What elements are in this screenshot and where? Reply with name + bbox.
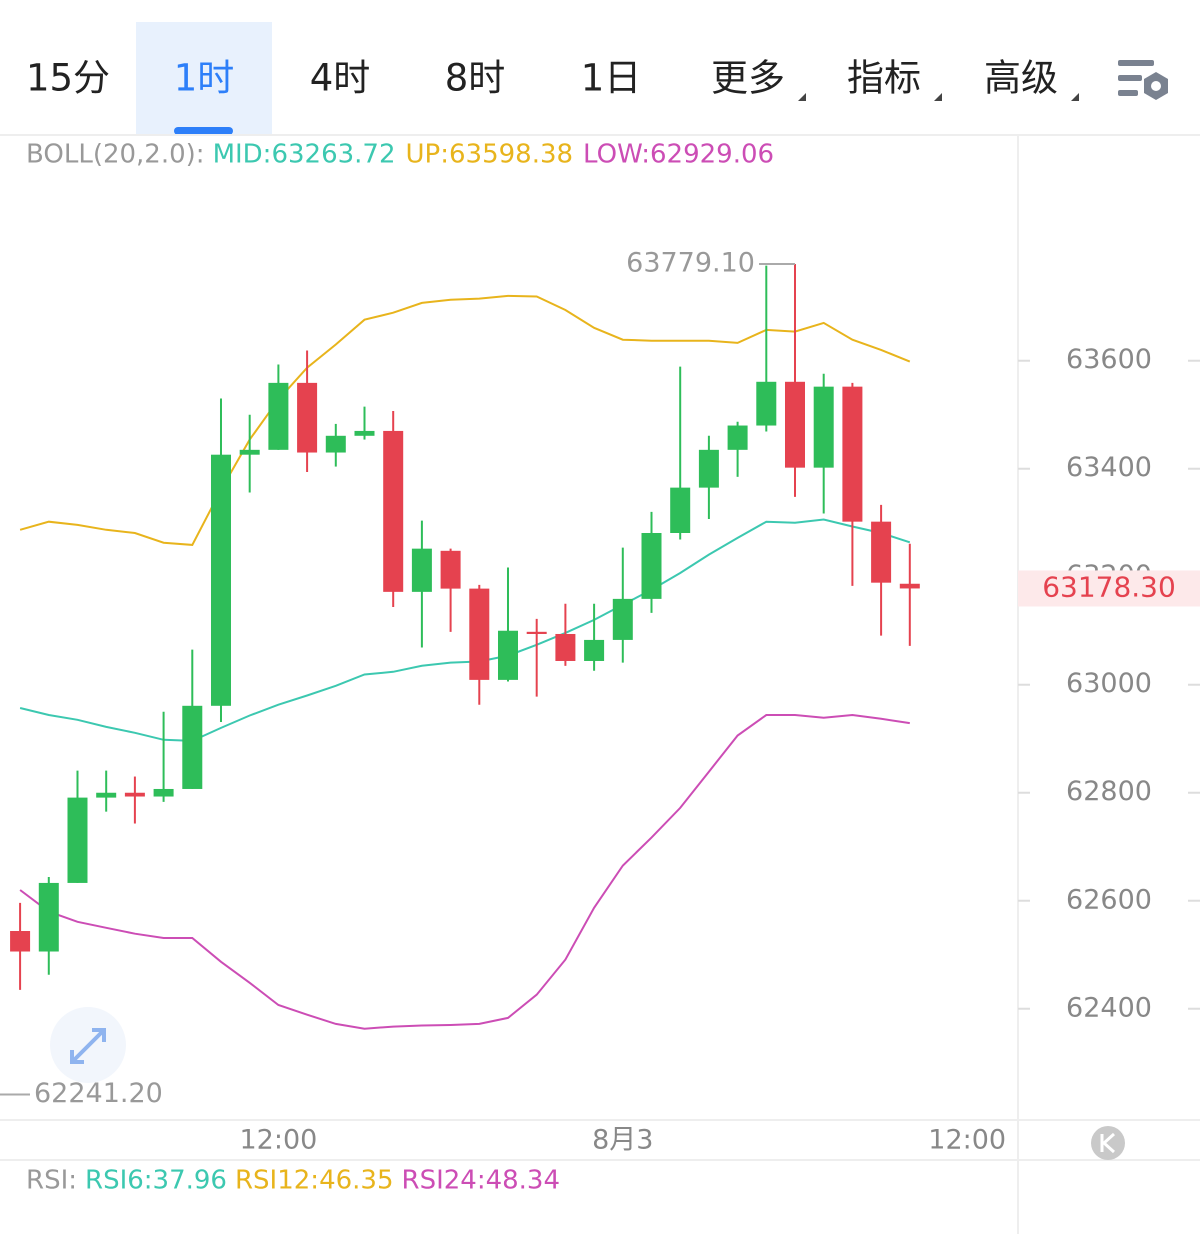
- tab[interactable]: 更多: [711, 57, 785, 100]
- candle-body: [698, 449, 719, 488]
- candle-body: [469, 588, 490, 680]
- tab[interactable]: 指标: [847, 57, 921, 100]
- y-tick-label: 63600: [1066, 344, 1152, 375]
- boll-line: [19, 294, 911, 546]
- candle-body: [670, 487, 691, 533]
- candle-body: [411, 548, 432, 592]
- x-tick-label: 12:00: [928, 1125, 1006, 1156]
- price-tag-label: 63178.30: [1042, 570, 1176, 603]
- candle-body: [239, 449, 260, 455]
- candle-body: [871, 521, 892, 583]
- legend-entry: UP:63598.38: [406, 140, 574, 170]
- dropdown-caret: [934, 93, 942, 101]
- k-button[interactable]: [1091, 1126, 1125, 1160]
- active-tab-bg: [136, 22, 272, 135]
- candle-body: [210, 454, 231, 706]
- expand-arrows: [70, 1028, 106, 1064]
- icon-gear-hole: [1151, 81, 1161, 91]
- candle-body: [96, 792, 117, 798]
- y-tick-label: 63400: [1066, 452, 1152, 483]
- rsi-entry: RSI12:46.35: [235, 1166, 394, 1196]
- tab[interactable]: 15分: [26, 57, 110, 100]
- candle-body: [842, 386, 863, 522]
- rsi-entry: RSI6:37.96: [85, 1166, 227, 1196]
- candle-body: [325, 435, 346, 453]
- indicator-name: BOLL(20,2.0):: [26, 140, 205, 170]
- high-label: 63779.10: [626, 248, 755, 279]
- rsi-name: RSI:: [26, 1166, 77, 1196]
- expand-button[interactable]: [50, 1007, 126, 1083]
- icon-bar: [1118, 90, 1138, 96]
- y-tick-label: 63000: [1066, 668, 1152, 699]
- icon-bar: [1118, 60, 1154, 66]
- candle-body: [899, 583, 920, 589]
- k-bg: [1091, 1126, 1125, 1160]
- candle-body: [813, 386, 834, 468]
- tab[interactable]: 1日: [581, 57, 642, 100]
- x-tick-label: 12:00: [239, 1125, 317, 1156]
- candle-body: [354, 430, 375, 436]
- rsi-entry: RSI24:48.34: [402, 1166, 561, 1196]
- y-tick-label: 62400: [1066, 992, 1152, 1023]
- price-tag: [1018, 570, 1200, 607]
- candle-body: [268, 382, 289, 450]
- candle-body: [10, 930, 31, 952]
- dropdown-caret: [798, 93, 806, 101]
- candle-body: [38, 882, 59, 952]
- settings-icon[interactable]: [1118, 60, 1168, 100]
- candle-body: [784, 381, 805, 468]
- icon-bar: [1118, 75, 1142, 81]
- candle-body: [497, 630, 518, 680]
- candle-body: [584, 639, 605, 661]
- candle-body: [440, 550, 461, 589]
- tab[interactable]: 1时: [174, 57, 235, 100]
- boll-line: [19, 713, 910, 1030]
- x-tick-label: 8月3: [592, 1125, 653, 1156]
- candle-body: [555, 633, 576, 661]
- y-tick-label: 62800: [1066, 776, 1152, 807]
- candle-body: [383, 430, 404, 592]
- legend-entry: MID:63263.72: [213, 140, 396, 170]
- candle-body: [641, 532, 662, 599]
- candle-body: [756, 381, 777, 426]
- boll-line: [19, 518, 911, 742]
- k-glyph: [1100, 1132, 1116, 1154]
- candle-body: [612, 598, 633, 640]
- tab[interactable]: 8时: [445, 57, 506, 100]
- tab[interactable]: 4时: [310, 57, 371, 100]
- dropdown-caret: [1071, 93, 1079, 101]
- low-label: 62241.20: [34, 1078, 163, 1109]
- active-tab-indicator: [174, 127, 233, 135]
- candle-body: [124, 792, 145, 797]
- y-tick-label: 62600: [1066, 884, 1152, 915]
- candle-body: [67, 797, 88, 883]
- tab[interactable]: 高级: [984, 57, 1058, 100]
- candle-body: [297, 382, 318, 453]
- candle-body: [153, 788, 174, 797]
- legend-entry: LOW:62929.06: [583, 140, 774, 170]
- candle-body: [727, 425, 748, 450]
- candle-body: [182, 705, 203, 789]
- candle-body: [526, 631, 547, 634]
